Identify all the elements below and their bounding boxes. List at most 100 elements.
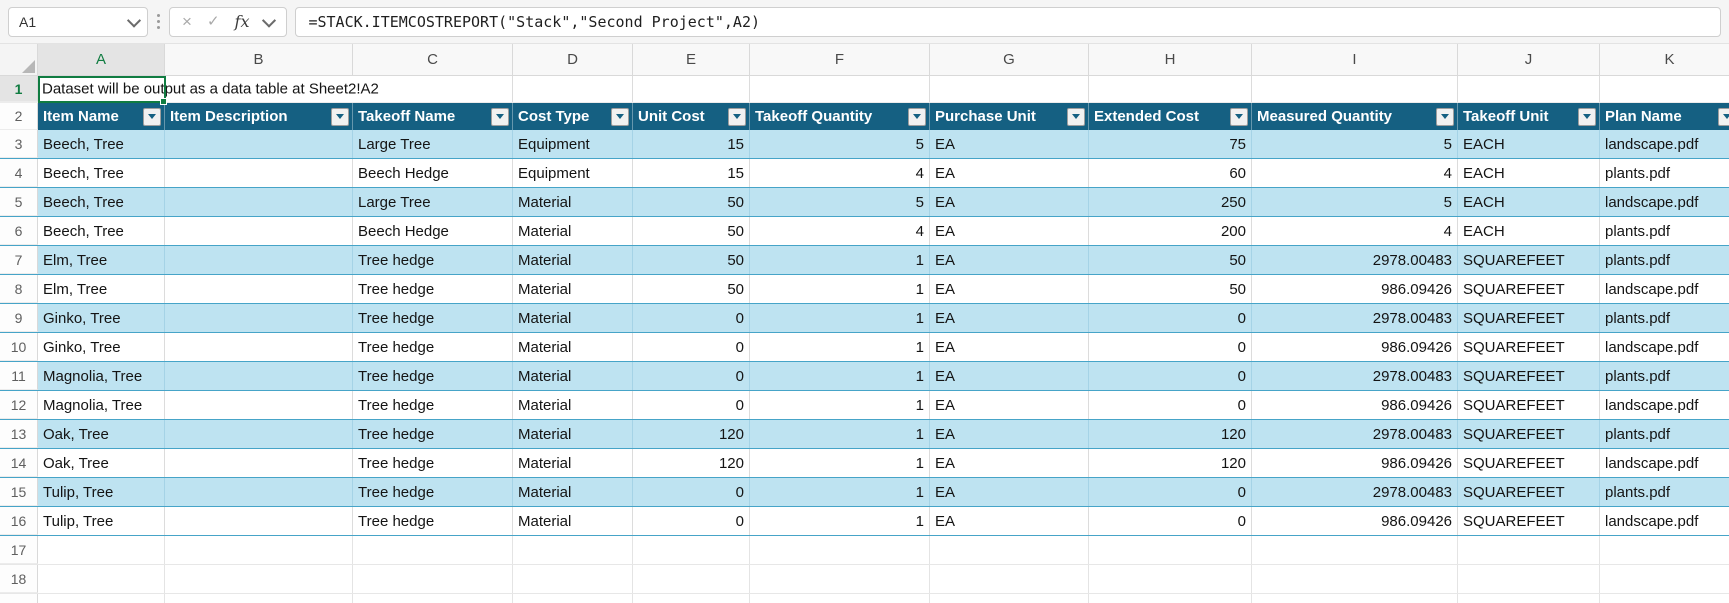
cell[interactable]: Beech, Tree — [38, 130, 165, 158]
cell[interactable]: 1 — [750, 246, 930, 274]
cell[interactable]: 2978.00483 — [1252, 478, 1458, 506]
row-header-7[interactable]: 7 — [0, 246, 38, 274]
cell[interactable]: 5 — [1252, 130, 1458, 158]
cell[interactable] — [165, 275, 353, 303]
row-header-16[interactable]: 16 — [0, 507, 38, 535]
cell[interactable]: Tree hedge — [353, 478, 513, 506]
cell[interactable]: EACH — [1458, 130, 1600, 158]
cell[interactable]: Material — [513, 362, 633, 390]
cell[interactable]: EA — [930, 478, 1089, 506]
cell[interactable]: SQUAREFEET — [1458, 362, 1600, 390]
column-header-i[interactable]: I — [1252, 44, 1458, 76]
cell[interactable] — [633, 594, 750, 603]
cell[interactable]: plants.pdf — [1600, 478, 1729, 506]
cell[interactable] — [1252, 536, 1458, 564]
cell[interactable]: Material — [513, 217, 633, 245]
cell[interactable] — [165, 449, 353, 477]
cell[interactable]: Tree hedge — [353, 449, 513, 477]
cell[interactable]: 4 — [750, 159, 930, 187]
row-header-4[interactable]: 4 — [0, 159, 38, 187]
column-header-j[interactable]: J — [1458, 44, 1600, 76]
cell[interactable]: 986.09426 — [1252, 449, 1458, 477]
cell[interactable] — [1458, 565, 1600, 593]
cell[interactable]: Tulip, Tree — [38, 478, 165, 506]
cell[interactable] — [165, 246, 353, 274]
row-header-12[interactable]: 12 — [0, 391, 38, 419]
cell[interactable]: Beech Hedge — [353, 159, 513, 187]
column-header-k[interactable]: K — [1600, 44, 1729, 76]
cell[interactable]: EA — [930, 275, 1089, 303]
cell[interactable]: Ginko, Tree — [38, 304, 165, 332]
column-header-a[interactable]: A — [38, 44, 165, 76]
cell[interactable] — [1600, 565, 1729, 593]
column-header-takeoff-unit[interactable]: Takeoff Unit — [1458, 103, 1600, 130]
row-header-15[interactable]: 15 — [0, 478, 38, 506]
cell[interactable]: Elm, Tree — [38, 246, 165, 274]
column-header-c[interactable]: C — [353, 44, 513, 76]
cell[interactable] — [1252, 565, 1458, 593]
column-header-b[interactable]: B — [165, 44, 353, 76]
confirm-icon[interactable]: ✓ — [206, 13, 220, 30]
cell[interactable]: SQUAREFEET — [1458, 449, 1600, 477]
cell[interactable]: EACH — [1458, 188, 1600, 216]
cell[interactable]: Material — [513, 275, 633, 303]
cell[interactable] — [165, 391, 353, 419]
cell[interactable]: 50 — [1089, 246, 1252, 274]
cell[interactable] — [38, 594, 165, 603]
cell[interactable] — [165, 420, 353, 448]
cell[interactable]: Oak, Tree — [38, 449, 165, 477]
row-header-18[interactable]: 18 — [0, 565, 38, 593]
row-header-5[interactable]: 5 — [0, 188, 38, 216]
cell[interactable]: 120 — [633, 420, 750, 448]
cell[interactable]: 50 — [1089, 275, 1252, 303]
row-header-13[interactable]: 13 — [0, 420, 38, 448]
cell[interactable]: Material — [513, 391, 633, 419]
cell[interactable]: Material — [513, 246, 633, 274]
cell[interactable]: landscape.pdf — [1600, 130, 1729, 158]
cell[interactable] — [513, 565, 633, 593]
cell[interactable]: 5 — [1252, 188, 1458, 216]
cell[interactable] — [930, 76, 1089, 102]
cell[interactable] — [165, 565, 353, 593]
column-header-takeoff-name[interactable]: Takeoff Name — [353, 103, 513, 130]
cell[interactable]: EACH — [1458, 159, 1600, 187]
cell[interactable] — [750, 536, 930, 564]
cell[interactable] — [1458, 536, 1600, 564]
cell[interactable]: Beech, Tree — [38, 159, 165, 187]
cell[interactable]: 2978.00483 — [1252, 362, 1458, 390]
row-header-10[interactable]: 10 — [0, 333, 38, 361]
cell[interactable]: 250 — [1089, 188, 1252, 216]
cell[interactable] — [750, 594, 930, 603]
cell[interactable]: Beech Hedge — [353, 217, 513, 245]
cell[interactable]: landscape.pdf — [1600, 188, 1729, 216]
cell[interactable]: EA — [930, 188, 1089, 216]
cell[interactable]: SQUAREFEET — [1458, 333, 1600, 361]
cell[interactable]: 0 — [1089, 304, 1252, 332]
cell[interactable]: 15 — [633, 130, 750, 158]
cell[interactable]: SQUAREFEET — [1458, 275, 1600, 303]
cell[interactable]: landscape.pdf — [1600, 275, 1729, 303]
cell[interactable]: Large Tree — [353, 188, 513, 216]
cell[interactable]: Tree hedge — [353, 391, 513, 419]
cell[interactable]: 50 — [633, 217, 750, 245]
cell[interactable]: 1 — [750, 304, 930, 332]
cell[interactable] — [1458, 76, 1600, 102]
cell[interactable] — [353, 594, 513, 603]
cell[interactable] — [353, 565, 513, 593]
cell[interactable]: 5 — [750, 188, 930, 216]
filter-button[interactable] — [1230, 107, 1248, 126]
cell[interactable]: Tree hedge — [353, 246, 513, 274]
cell[interactable] — [1458, 594, 1600, 603]
filter-button[interactable] — [728, 107, 746, 126]
cell[interactable]: 1 — [750, 391, 930, 419]
cell[interactable]: plants.pdf — [1600, 362, 1729, 390]
cell[interactable] — [165, 304, 353, 332]
cell[interactable] — [750, 565, 930, 593]
cell[interactable] — [353, 76, 513, 102]
cell[interactable]: 200 — [1089, 217, 1252, 245]
cell[interactable]: 0 — [1089, 362, 1252, 390]
cell[interactable]: landscape.pdf — [1600, 449, 1729, 477]
cell[interactable]: 2978.00483 — [1252, 246, 1458, 274]
cell[interactable] — [1089, 594, 1252, 603]
cell[interactable]: EA — [930, 130, 1089, 158]
